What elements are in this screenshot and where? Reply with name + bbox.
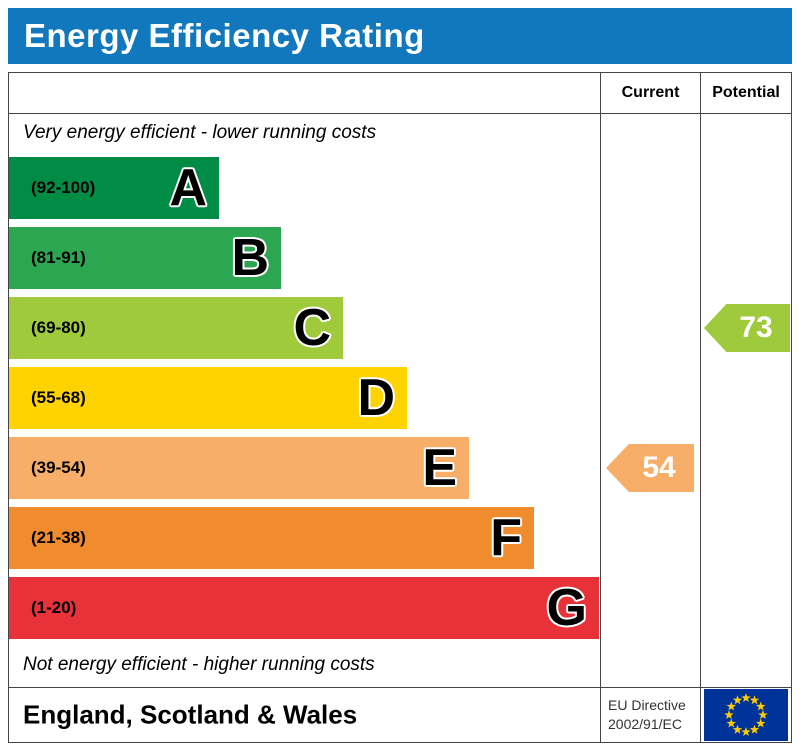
band-bar-c: (69-80) C	[9, 297, 343, 359]
band-row-a: (92-100) A	[9, 153, 600, 223]
eu-flag-star	[726, 718, 737, 728]
band-range-c: (69-80)	[31, 318, 86, 337]
band-letter-f: F	[490, 509, 522, 567]
band-letter-a: A	[169, 159, 207, 217]
bottom-note: Not energy efficient - higher running co…	[23, 654, 375, 675]
band-bar-b: (81-91) B	[9, 227, 281, 289]
band-letter-d: D	[357, 369, 395, 427]
band-range-a: (92-100)	[31, 178, 96, 197]
band-letter-g: G	[546, 579, 587, 637]
band-letter-c: C	[293, 299, 331, 357]
band-row-e: (39-54) E	[9, 433, 600, 503]
footer-divider-left	[600, 688, 601, 742]
eu-flag-star	[724, 710, 734, 720]
band-range-d: (55-68)	[31, 388, 86, 407]
potential-column-divider	[700, 73, 701, 687]
eu-flag-star	[758, 710, 768, 720]
eu-flag-star	[732, 695, 743, 705]
footer-divider-right	[700, 688, 701, 742]
footer: England, Scotland & Wales EU Directive 2…	[8, 687, 792, 743]
current-column-divider	[600, 73, 601, 687]
band-row-f: (21-38) F	[9, 503, 600, 573]
eu-directive-label: EU Directive 2002/91/EC	[608, 696, 686, 734]
chart-area: Current Potential Very energy efficient …	[8, 72, 792, 688]
eu-flag-star	[749, 724, 760, 734]
region-label: England, Scotland & Wales	[23, 699, 358, 730]
potential-column-header: Potential	[712, 84, 780, 101]
eu-flag-icon	[704, 689, 788, 741]
title-bar: Energy Efficiency Rating	[8, 8, 792, 64]
eu-flag-star	[741, 693, 751, 703]
eu-directive-line2: 2002/91/EC	[608, 716, 682, 732]
eu-flag-star	[755, 701, 766, 711]
band-range-f: (21-38)	[31, 528, 86, 547]
eu-flag-star	[755, 718, 766, 728]
current-column-header: Current	[621, 84, 680, 101]
band-row-b: (81-91) B	[9, 223, 600, 293]
eu-directive-line1: EU Directive	[608, 697, 686, 714]
band-row-d: (55-68) D	[9, 363, 600, 433]
eu-flag-star	[732, 724, 743, 734]
band-bar-f: (21-38) F	[9, 507, 534, 569]
eu-flag-star	[741, 727, 751, 737]
band-bar-a: (92-100) A	[9, 157, 219, 219]
potential-marker: 73	[704, 304, 790, 352]
band-range-b: (81-91)	[31, 248, 86, 267]
band-bar-d: (55-68) D	[9, 367, 407, 429]
band-range-e: (39-54)	[31, 458, 86, 477]
band-row-g: (1-20) G	[9, 573, 600, 643]
eu-flag-star	[726, 701, 737, 711]
page-title: Energy Efficiency Rating	[24, 17, 425, 54]
band-letter-e: E	[422, 439, 457, 497]
rating-bands: (92-100) A (81-91) B (69-80) C (55-68)	[9, 153, 600, 643]
current-rating-value: 54	[642, 451, 676, 484]
band-letter-b: B	[231, 229, 269, 287]
top-note: Very energy efficient - lower running co…	[23, 122, 377, 143]
band-bar-g: (1-20) G	[9, 577, 599, 639]
band-range-g: (1-20)	[31, 598, 77, 617]
band-bar-e: (39-54) E	[9, 437, 469, 499]
eu-flag-star	[749, 695, 760, 705]
band-row-c: (69-80) C	[9, 293, 600, 363]
potential-rating-value: 73	[739, 311, 773, 344]
current-marker: 54	[606, 444, 694, 492]
column-header-divider	[9, 113, 791, 114]
